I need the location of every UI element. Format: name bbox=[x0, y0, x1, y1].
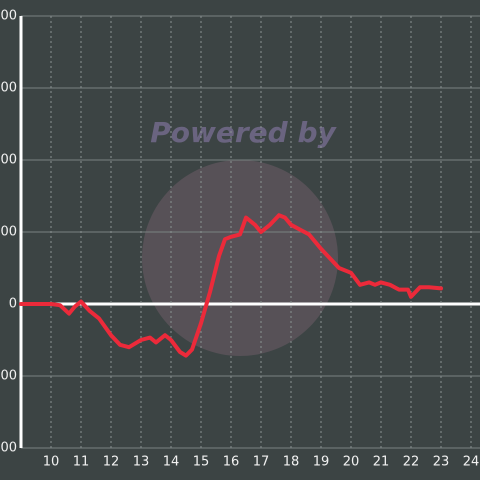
watermark-text: Powered by bbox=[150, 116, 337, 149]
y-tick-label: 6,000 bbox=[0, 153, 17, 168]
x-tick-label: 22 bbox=[403, 455, 420, 470]
x-tick-label: 16 bbox=[223, 455, 240, 470]
y-tick-label: -6,000 bbox=[0, 441, 17, 456]
x-tick-label: 15 bbox=[193, 455, 210, 470]
x-tick-label: 23 bbox=[433, 455, 450, 470]
x-tick-label: 10 bbox=[43, 455, 60, 470]
y-tick-label: 0 bbox=[9, 297, 17, 312]
x-tick-label: 12 bbox=[103, 455, 120, 470]
y-tick-label: 12,000 bbox=[0, 9, 17, 24]
x-tick-label: 17 bbox=[253, 455, 270, 470]
y-tick-label: 9,000 bbox=[0, 81, 17, 96]
x-tick-label: 13 bbox=[133, 455, 150, 470]
y-tick-label: 3,000 bbox=[0, 225, 17, 240]
x-tick-label: 19 bbox=[313, 455, 330, 470]
x-tick-label: 18 bbox=[283, 455, 300, 470]
x-tick-label: 20 bbox=[343, 455, 360, 470]
watermark-image bbox=[142, 160, 338, 356]
x-tick-label: 14 bbox=[163, 455, 180, 470]
y-tick-label: -3,000 bbox=[0, 369, 17, 384]
x-tick-label: 21 bbox=[373, 455, 390, 470]
x-tick-label: 11 bbox=[73, 455, 90, 470]
x-tick-label: 24 bbox=[463, 455, 480, 470]
data-line bbox=[19, 213, 443, 358]
